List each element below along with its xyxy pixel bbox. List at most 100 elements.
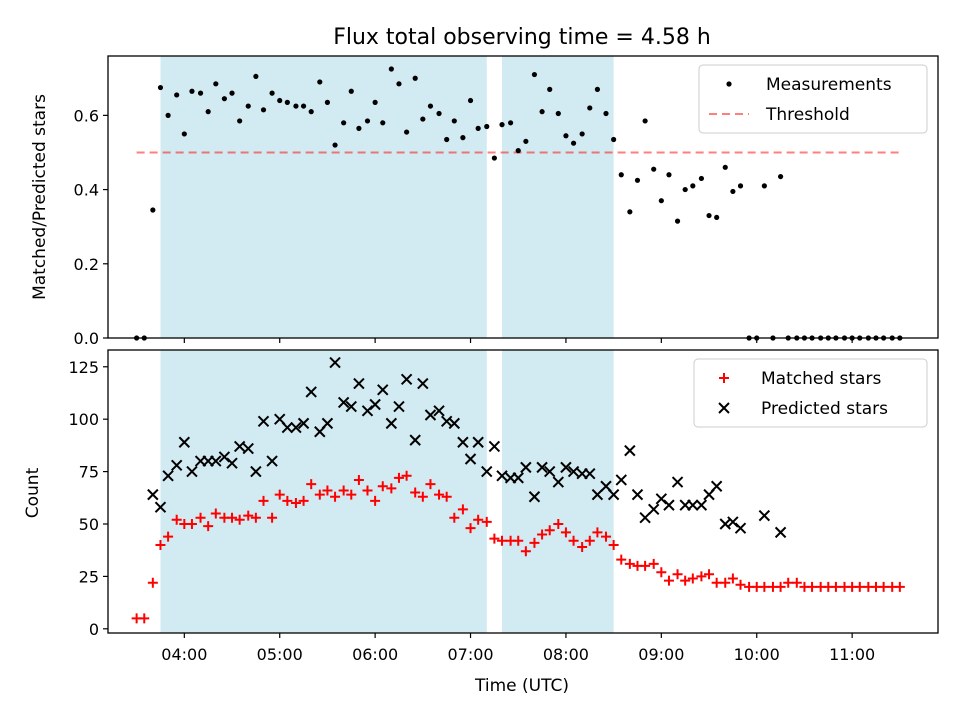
measurement-point [372, 99, 378, 105]
predicted-point [353, 377, 365, 390]
matched-point [155, 539, 166, 550]
matched-point [648, 558, 659, 569]
predicted-point [631, 488, 644, 501]
observing-interval-0 [160, 56, 487, 338]
measurement-point [237, 118, 243, 124]
matched-point [338, 485, 349, 496]
matched-point [465, 523, 476, 534]
matched-point [346, 489, 357, 500]
legend: Measurements Threshold [698, 64, 928, 134]
legend-box [693, 358, 928, 428]
predicted-point [186, 465, 198, 478]
measurement-point [651, 166, 657, 172]
matched-point [386, 483, 397, 494]
legend-marker-measurements [726, 81, 732, 87]
matched-point [704, 569, 715, 580]
plot-frame [107, 349, 939, 634]
matched-point [441, 491, 452, 502]
bottom-xlabel: Time (UTC) [474, 676, 569, 696]
predicted-point [250, 465, 262, 478]
x-tick-label: 10:00 [734, 645, 780, 664]
bottom-panel: Count Time (UTC) 0 25 50 75 100 125 04:00 05:00… [23, 349, 939, 696]
matched-point [727, 573, 738, 584]
predicted-point [337, 396, 350, 409]
predicted-point [226, 457, 238, 469]
matched-point [720, 577, 731, 588]
measurement-point [436, 110, 442, 117]
predicted-point [266, 455, 278, 467]
measurement-point [737, 183, 744, 189]
matched-point [434, 489, 445, 500]
measurement-point [698, 175, 705, 182]
measurement-point [777, 173, 784, 180]
measurement-point [356, 125, 362, 131]
matched-point [417, 491, 428, 502]
measurement-point [690, 183, 696, 189]
matched-point [393, 472, 404, 483]
predicted-point [671, 476, 684, 488]
matched-point [544, 525, 555, 536]
measurement-point [341, 120, 347, 126]
matched-point [306, 479, 317, 490]
measurement-point [388, 66, 394, 72]
measurement-point [531, 71, 538, 78]
matched-point [577, 542, 588, 553]
legend-label: Predicted stars [761, 399, 888, 419]
measurement-point [174, 92, 180, 98]
predicted-point [433, 405, 445, 417]
predicted-point [178, 436, 191, 448]
measurement-point [547, 86, 553, 92]
matched-point [553, 518, 564, 529]
measurement-point [555, 110, 561, 117]
matched-point [656, 567, 667, 578]
matched-point [274, 489, 285, 500]
matched-point [624, 558, 635, 569]
y-tick-label: 0 [89, 620, 99, 639]
measurement-point [587, 105, 593, 111]
measurement-point [563, 133, 569, 139]
matched-point [616, 554, 627, 565]
predicted-point [607, 488, 620, 501]
predicted-point [321, 417, 334, 430]
matched-point [210, 508, 221, 519]
predicted-point [567, 465, 580, 478]
predicted-point [560, 461, 572, 474]
measurement-point [253, 73, 259, 80]
matched-point [878, 581, 889, 592]
predicted-point [290, 421, 302, 434]
measurement-point [634, 177, 641, 183]
predicted-point [695, 499, 708, 511]
measurement-point [348, 88, 354, 94]
matched-point [267, 512, 278, 523]
plot-frame [107, 55, 939, 339]
matched-point [362, 485, 373, 496]
y-tick-label: 0.4 [74, 181, 99, 200]
matched-point [322, 485, 333, 496]
measurement-point [507, 120, 514, 126]
predicted-point [544, 465, 556, 478]
x-tick-label: 07:00 [447, 645, 493, 664]
matched-point [497, 535, 508, 546]
predicted-point [345, 400, 357, 413]
measurement-point [475, 125, 481, 131]
predicted-point [147, 488, 159, 501]
measurement-point [181, 131, 187, 137]
observing-interval-1 [502, 56, 614, 338]
predicted-point [329, 356, 341, 369]
legend-box [698, 64, 928, 134]
matched-point [298, 495, 309, 506]
predicted-point [233, 440, 246, 453]
matched-point [711, 577, 722, 588]
predicted-point [520, 461, 532, 474]
measurement-point [284, 99, 290, 105]
measurement-point [427, 103, 434, 109]
legend-marker-predicted [718, 402, 730, 414]
predicted-point [734, 522, 747, 534]
predicted-point [448, 417, 461, 430]
matched-point [640, 560, 651, 571]
predicted-point [591, 488, 604, 501]
matched-point [568, 535, 579, 546]
measurement-point [332, 142, 338, 148]
measurement-point [269, 90, 275, 96]
